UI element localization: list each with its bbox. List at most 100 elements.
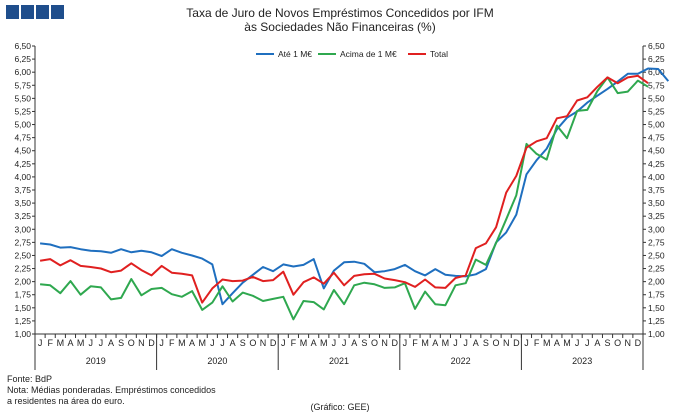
y-tick-label-right: 4,50 bbox=[648, 146, 665, 156]
x-month-label: N bbox=[381, 338, 388, 348]
y-tick-label-right: 1,00 bbox=[648, 329, 665, 339]
y-tick-label-right: 5,50 bbox=[648, 93, 665, 103]
x-month-label: J bbox=[159, 338, 164, 348]
y-tick-label-right: 5,25 bbox=[648, 106, 665, 116]
x-month-label: F bbox=[47, 338, 53, 348]
legend-label-2: Acima de 1 M€ bbox=[340, 49, 397, 59]
series-line-2 bbox=[40, 76, 649, 321]
y-tick-label-left: 4,50 bbox=[14, 146, 31, 156]
y-tick-label-right: 1,25 bbox=[648, 316, 665, 326]
x-month-label: M bbox=[300, 338, 308, 348]
series-line-1 bbox=[39, 67, 670, 306]
x-month-label: M bbox=[178, 338, 186, 348]
y-tick-label-right: 3,25 bbox=[648, 211, 665, 221]
x-month-label: D bbox=[513, 338, 520, 348]
x-month-label: A bbox=[432, 338, 438, 348]
x-month-label: J bbox=[281, 338, 286, 348]
y-tick-label-right: 4,00 bbox=[648, 172, 665, 182]
x-month-label: D bbox=[391, 338, 398, 348]
y-tick-label-right: 2,75 bbox=[648, 237, 665, 247]
y-tick-label-left: 5,00 bbox=[14, 120, 31, 130]
x-month-label: J bbox=[332, 338, 337, 348]
y-tick-label-left: 1,75 bbox=[14, 290, 31, 300]
x-month-label: D bbox=[270, 338, 277, 348]
x-month-label: M bbox=[198, 338, 206, 348]
y-tick-label-left: 5,50 bbox=[14, 93, 31, 103]
y-tick-label-left: 2,25 bbox=[14, 264, 31, 274]
x-month-label: J bbox=[575, 338, 580, 348]
x-month-label: J bbox=[88, 338, 93, 348]
x-month-label: M bbox=[543, 338, 551, 348]
x-month-label: A bbox=[594, 338, 600, 348]
chart-credit: (Gráfico: GEE) bbox=[310, 402, 370, 412]
x-month-label: J bbox=[99, 338, 104, 348]
y-tick-label-right: 3,00 bbox=[648, 224, 665, 234]
x-month-label: M bbox=[320, 338, 328, 348]
y-tick-label-right: 1,50 bbox=[648, 303, 665, 313]
x-month-label: A bbox=[189, 338, 195, 348]
x-month-label: O bbox=[614, 338, 621, 348]
x-month-label: M bbox=[563, 338, 571, 348]
y-tick-label-left: 4,75 bbox=[14, 133, 31, 143]
x-month-label: A bbox=[311, 338, 317, 348]
x-year-label: 2023 bbox=[572, 356, 592, 366]
y-tick-label-left: 1,00 bbox=[14, 329, 31, 339]
x-month-label: J bbox=[342, 338, 347, 348]
y-tick-label-left: 3,75 bbox=[14, 185, 31, 195]
x-year-label: 2020 bbox=[207, 356, 227, 366]
x-month-label: J bbox=[403, 338, 408, 348]
x-month-label: A bbox=[554, 338, 560, 348]
chart-title-line1: Taxa de Juro de Novos Empréstimos Conced… bbox=[186, 6, 494, 20]
y-tick-label-left: 2,00 bbox=[14, 277, 31, 287]
x-month-label: A bbox=[230, 338, 236, 348]
chart-title-line2: às Sociedades Não Financeiras (%) bbox=[244, 20, 436, 34]
legend-label-1: Até 1 M€ bbox=[278, 49, 312, 59]
x-month-label: J bbox=[463, 338, 468, 348]
y-tick-label-left: 6,00 bbox=[14, 67, 31, 77]
x-year-label: 2022 bbox=[451, 356, 471, 366]
y-tick-label-right: 6,25 bbox=[648, 54, 665, 64]
x-month-label: S bbox=[483, 338, 489, 348]
y-tick-label-left: 3,50 bbox=[14, 198, 31, 208]
y-tick-label-right: 6,00 bbox=[648, 67, 665, 77]
y-tick-label-left: 3,25 bbox=[14, 211, 31, 221]
x-month-label: A bbox=[67, 338, 73, 348]
x-month-label: N bbox=[625, 338, 632, 348]
series-line-3 bbox=[39, 74, 649, 304]
x-month-label: D bbox=[148, 338, 155, 348]
x-month-label: J bbox=[220, 338, 225, 348]
y-tick-label-right: 3,75 bbox=[648, 185, 665, 195]
chart-title: Taxa de Juro de Novos Empréstimos Conced… bbox=[0, 6, 680, 34]
y-tick-label-left: 5,25 bbox=[14, 106, 31, 116]
y-tick-label-left: 1,50 bbox=[14, 303, 31, 313]
x-month-label: J bbox=[38, 338, 43, 348]
y-tick-label-right: 6,50 bbox=[648, 41, 665, 51]
x-month-label: M bbox=[57, 338, 65, 348]
y-tick-label-left: 3,00 bbox=[14, 224, 31, 234]
x-month-label: F bbox=[534, 338, 540, 348]
y-tick-label-right: 4,75 bbox=[648, 133, 665, 143]
x-year-label: 2021 bbox=[329, 356, 349, 366]
x-month-label: M bbox=[77, 338, 85, 348]
x-month-label: J bbox=[453, 338, 458, 348]
y-tick-label-left: 4,00 bbox=[14, 172, 31, 182]
x-month-label: O bbox=[128, 338, 135, 348]
x-month-label: O bbox=[371, 338, 378, 348]
x-month-label: O bbox=[249, 338, 256, 348]
x-month-label: M bbox=[421, 338, 429, 348]
y-tick-label-right: 5,00 bbox=[648, 120, 665, 130]
x-month-label: J bbox=[524, 338, 529, 348]
x-month-label: S bbox=[240, 338, 246, 348]
x-month-label: A bbox=[473, 338, 479, 348]
x-year-label: 2019 bbox=[86, 356, 106, 366]
x-month-label: O bbox=[493, 338, 500, 348]
x-month-label: N bbox=[138, 338, 145, 348]
x-month-label: J bbox=[585, 338, 590, 348]
x-month-label: S bbox=[361, 338, 367, 348]
x-month-label: D bbox=[635, 338, 642, 348]
note-line-1: Nota: Médias ponderadas. Empréstimos con… bbox=[7, 385, 216, 395]
bdp-logo-icon bbox=[6, 5, 66, 19]
x-month-label: N bbox=[503, 338, 510, 348]
x-month-label: S bbox=[118, 338, 124, 348]
